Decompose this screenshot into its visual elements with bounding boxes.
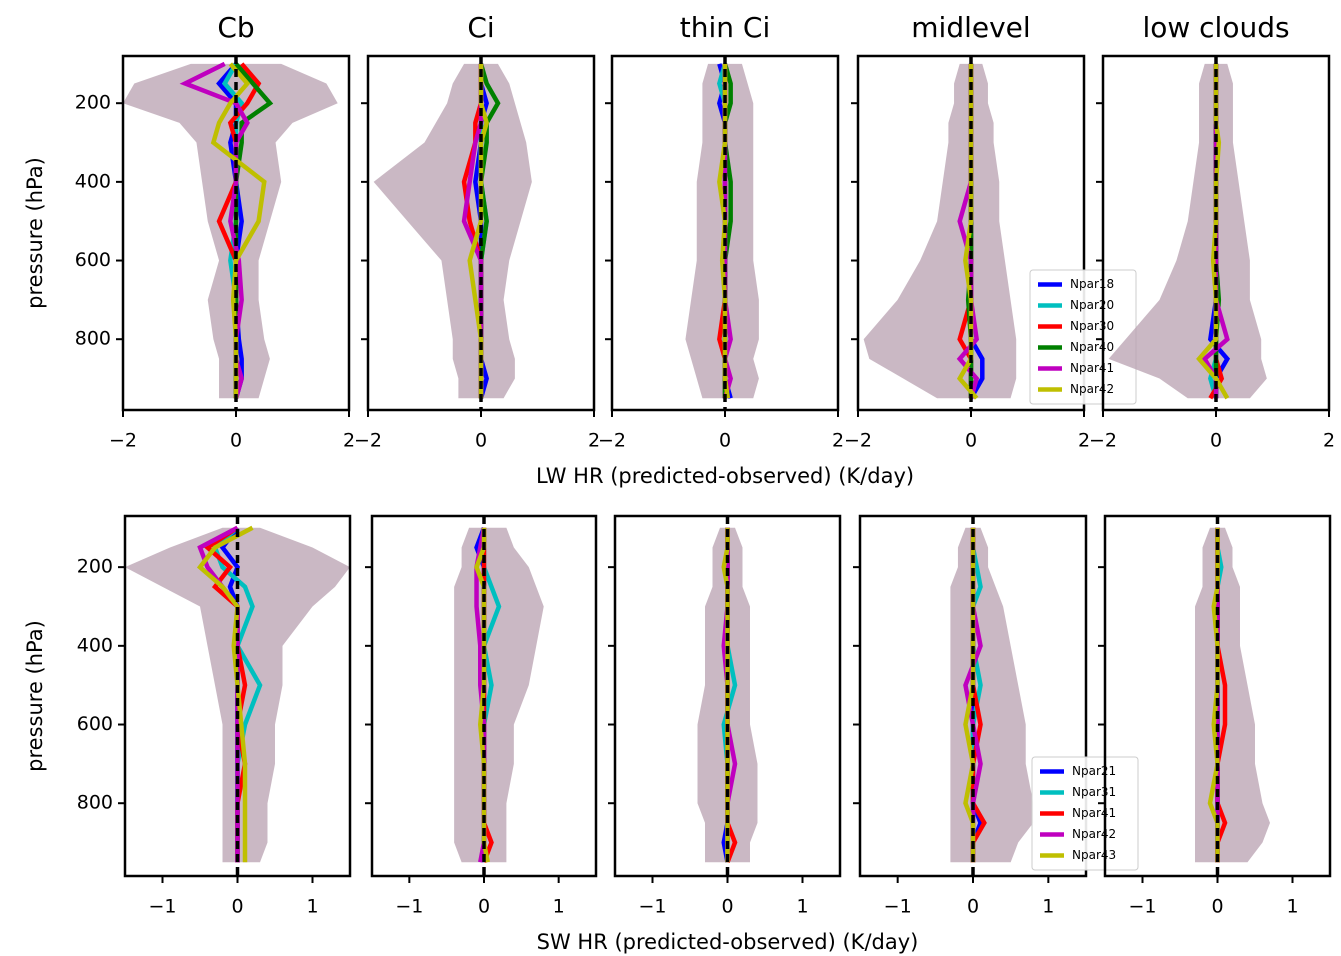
panel-title: thin Ci (680, 11, 770, 44)
legend: Npar21 Npar31 Npar41 Npar42 Npar43 (1031, 756, 1139, 871)
x-tick-label: −2 (844, 430, 872, 452)
plot-area (685, 56, 759, 410)
x-tick-label: 0 (231, 896, 243, 918)
y-tick-label: 600 (77, 713, 113, 735)
x-tick-label: 2 (588, 430, 600, 452)
x-tick-label: 0 (967, 896, 979, 918)
x-tick-label: 0 (965, 430, 977, 452)
x-tick-label: −2 (598, 430, 626, 452)
panel-title: low clouds (1142, 11, 1289, 44)
legend-label: Npar41 (1072, 806, 1116, 820)
x-tick-label: −2 (109, 430, 137, 452)
legend-label: Npar41 (1070, 361, 1114, 375)
panel-title: Ci (467, 11, 494, 44)
legend-box (1031, 756, 1139, 871)
x-tick-label: 2 (1323, 430, 1335, 452)
plot-area (697, 516, 758, 876)
y-axis-label: pressure (hPa) (23, 620, 47, 772)
spread-band (1108, 63, 1267, 399)
x-tick-label: −1 (638, 896, 666, 918)
legend-label: Npar43 (1072, 848, 1116, 862)
x-tick-label: 0 (478, 896, 490, 918)
plot-area (454, 516, 544, 876)
plot-area (863, 56, 1017, 410)
y-tick-label: 400 (77, 634, 113, 656)
x-tick-label: −2 (354, 430, 382, 452)
x-tick-label: 0 (721, 896, 733, 918)
x-tick-label: 0 (1210, 430, 1222, 452)
x-tick-label: −2 (1089, 430, 1117, 452)
legend-label: Npar30 (1070, 319, 1114, 333)
x-tick-label: 0 (475, 430, 487, 452)
x-tick-label: −1 (1128, 896, 1156, 918)
x-tick-label: 0 (719, 430, 731, 452)
x-tick-label: 1 (1042, 896, 1054, 918)
legend-label: Npar40 (1070, 340, 1114, 354)
plot-area (123, 56, 338, 410)
legend-label: Npar21 (1072, 764, 1116, 778)
spread-band (863, 63, 1017, 399)
plot-area (950, 516, 1034, 876)
x-tick-label: 1 (306, 896, 318, 918)
legend-label: Npar20 (1070, 298, 1114, 312)
x-tick-label: 2 (832, 430, 844, 452)
x-tick-label: 1 (796, 896, 808, 918)
y-axis-label: pressure (hPa) (23, 157, 47, 309)
x-tick-label: 0 (230, 430, 242, 452)
legend-label: Npar31 (1072, 785, 1116, 799)
panel-title: midlevel (911, 11, 1030, 44)
plot-area (1108, 56, 1267, 410)
x-tick-label: 1 (553, 896, 565, 918)
x-tick-label: 2 (1078, 430, 1090, 452)
y-tick-label: 800 (77, 792, 113, 814)
y-tick-label: 800 (75, 328, 111, 350)
plot-area (1195, 516, 1270, 876)
y-tick-label: 200 (77, 556, 113, 578)
x-tick-label: −1 (148, 896, 176, 918)
spread-band (454, 527, 544, 863)
x-axis-label: LW HR (predicted-observed) (K/day) (536, 464, 914, 488)
x-tick-label: 0 (1211, 896, 1223, 918)
spread-band (950, 527, 1034, 863)
legend-label: Npar42 (1070, 382, 1114, 396)
x-axis-label: SW HR (predicted-observed) (K/day) (537, 930, 919, 954)
profile-line (1196, 63, 1230, 400)
x-tick-label: 2 (343, 430, 355, 452)
spread-band (1195, 527, 1270, 863)
panel-title: Cb (217, 11, 254, 44)
plot-area (125, 516, 350, 876)
y-tick-label: 400 (75, 170, 111, 192)
y-tick-label: 600 (75, 249, 111, 271)
x-tick-label: −1 (395, 896, 423, 918)
plot-area (373, 56, 532, 410)
legend-label: Npar42 (1072, 827, 1116, 841)
y-tick-label: 200 (75, 92, 111, 114)
legend-label: Npar18 (1070, 277, 1114, 291)
legend: Npar18 Npar20 Npar30 Npar40 Npar41 Npar42 (1029, 269, 1137, 405)
x-tick-label: 1 (1286, 896, 1298, 918)
x-tick-label: −1 (884, 896, 912, 918)
spread-band (373, 63, 532, 399)
